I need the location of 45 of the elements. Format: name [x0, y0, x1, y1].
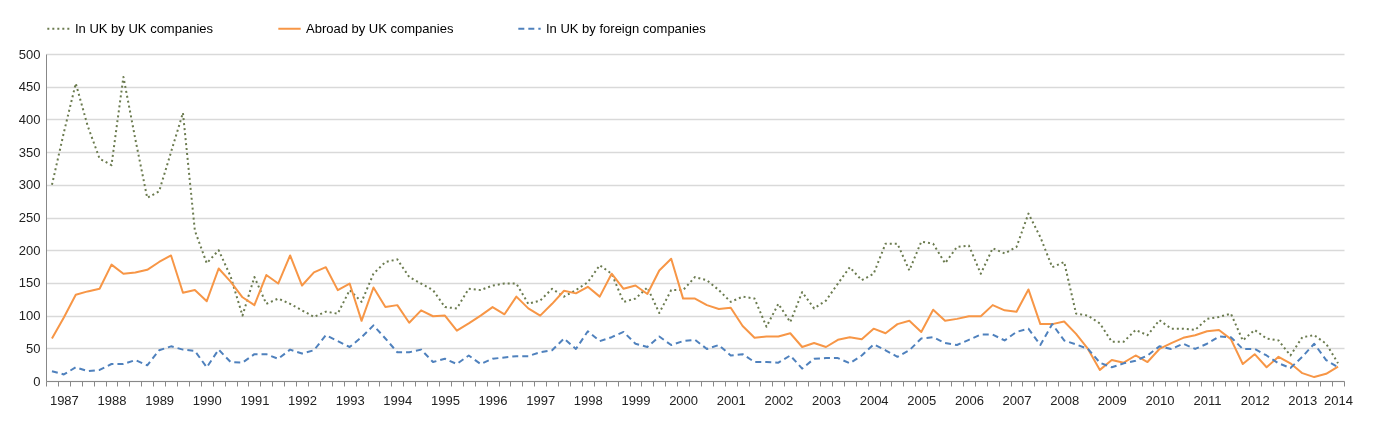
y-tick-label: 100 [18, 308, 41, 324]
y-tick-label: 0 [33, 373, 41, 389]
y-tick-label: 450 [18, 79, 41, 95]
x-tick-label: 1987 [49, 392, 79, 408]
x-tick-label: 2005 [907, 392, 937, 408]
y-tick-label: 350 [18, 144, 41, 160]
x-tick-label: 1992 [288, 392, 317, 408]
x-tick-label: 1990 [192, 392, 222, 408]
x-tick-label: 2010 [1145, 392, 1175, 408]
x-tick-label: 1993 [335, 392, 365, 408]
x-tick-label: 2014 [1324, 392, 1354, 408]
x-tick-label: 2009 [1097, 392, 1127, 408]
line-series [50, 75, 1340, 365]
x-tick-label: 1996 [478, 392, 508, 408]
x-tick-label: 1997 [526, 392, 556, 408]
legend-label: In UK by foreign companies [546, 20, 707, 36]
x-tick-label: 2008 [1050, 392, 1080, 408]
y-tick-label: 300 [18, 177, 41, 193]
x-tick-label: 2003 [812, 392, 841, 408]
x-tick-label: 1988 [97, 392, 127, 408]
x-tick-label: 1989 [145, 392, 175, 408]
x-tick-label: 2007 [1002, 392, 1032, 408]
x-tick-label: 2002 [764, 392, 794, 408]
x-tick-label: 1995 [430, 392, 460, 408]
x-tick-label: 2012 [1240, 392, 1270, 408]
y-tick-label: 250 [18, 210, 41, 225]
x-tick-label: 1991 [240, 392, 270, 408]
y-tick-label: 200 [18, 242, 41, 258]
line-series [50, 254, 1340, 379]
x-tick-label: 2001 [716, 392, 746, 408]
y-tick-label: 400 [18, 111, 41, 127]
x-tick-label: 1994 [383, 392, 413, 408]
x-tick-label: 1999 [621, 392, 651, 408]
x-tick-label: 1998 [573, 392, 603, 408]
line-series [50, 323, 1340, 376]
y-tick-label: 50 [26, 340, 41, 356]
x-tick-label: 2004 [859, 392, 889, 408]
x-tick-label: 2011 [1193, 392, 1222, 408]
legend-label: In UK by UK companies [75, 20, 214, 36]
y-tick-label: 150 [18, 275, 41, 291]
y-tick-label: 500 [18, 46, 41, 62]
x-tick-label: 2000 [669, 392, 699, 408]
x-tick-label: 2013 [1288, 392, 1318, 408]
x-tick-label: 2006 [954, 392, 984, 408]
legend-label: Abroad by UK companies [306, 20, 454, 36]
